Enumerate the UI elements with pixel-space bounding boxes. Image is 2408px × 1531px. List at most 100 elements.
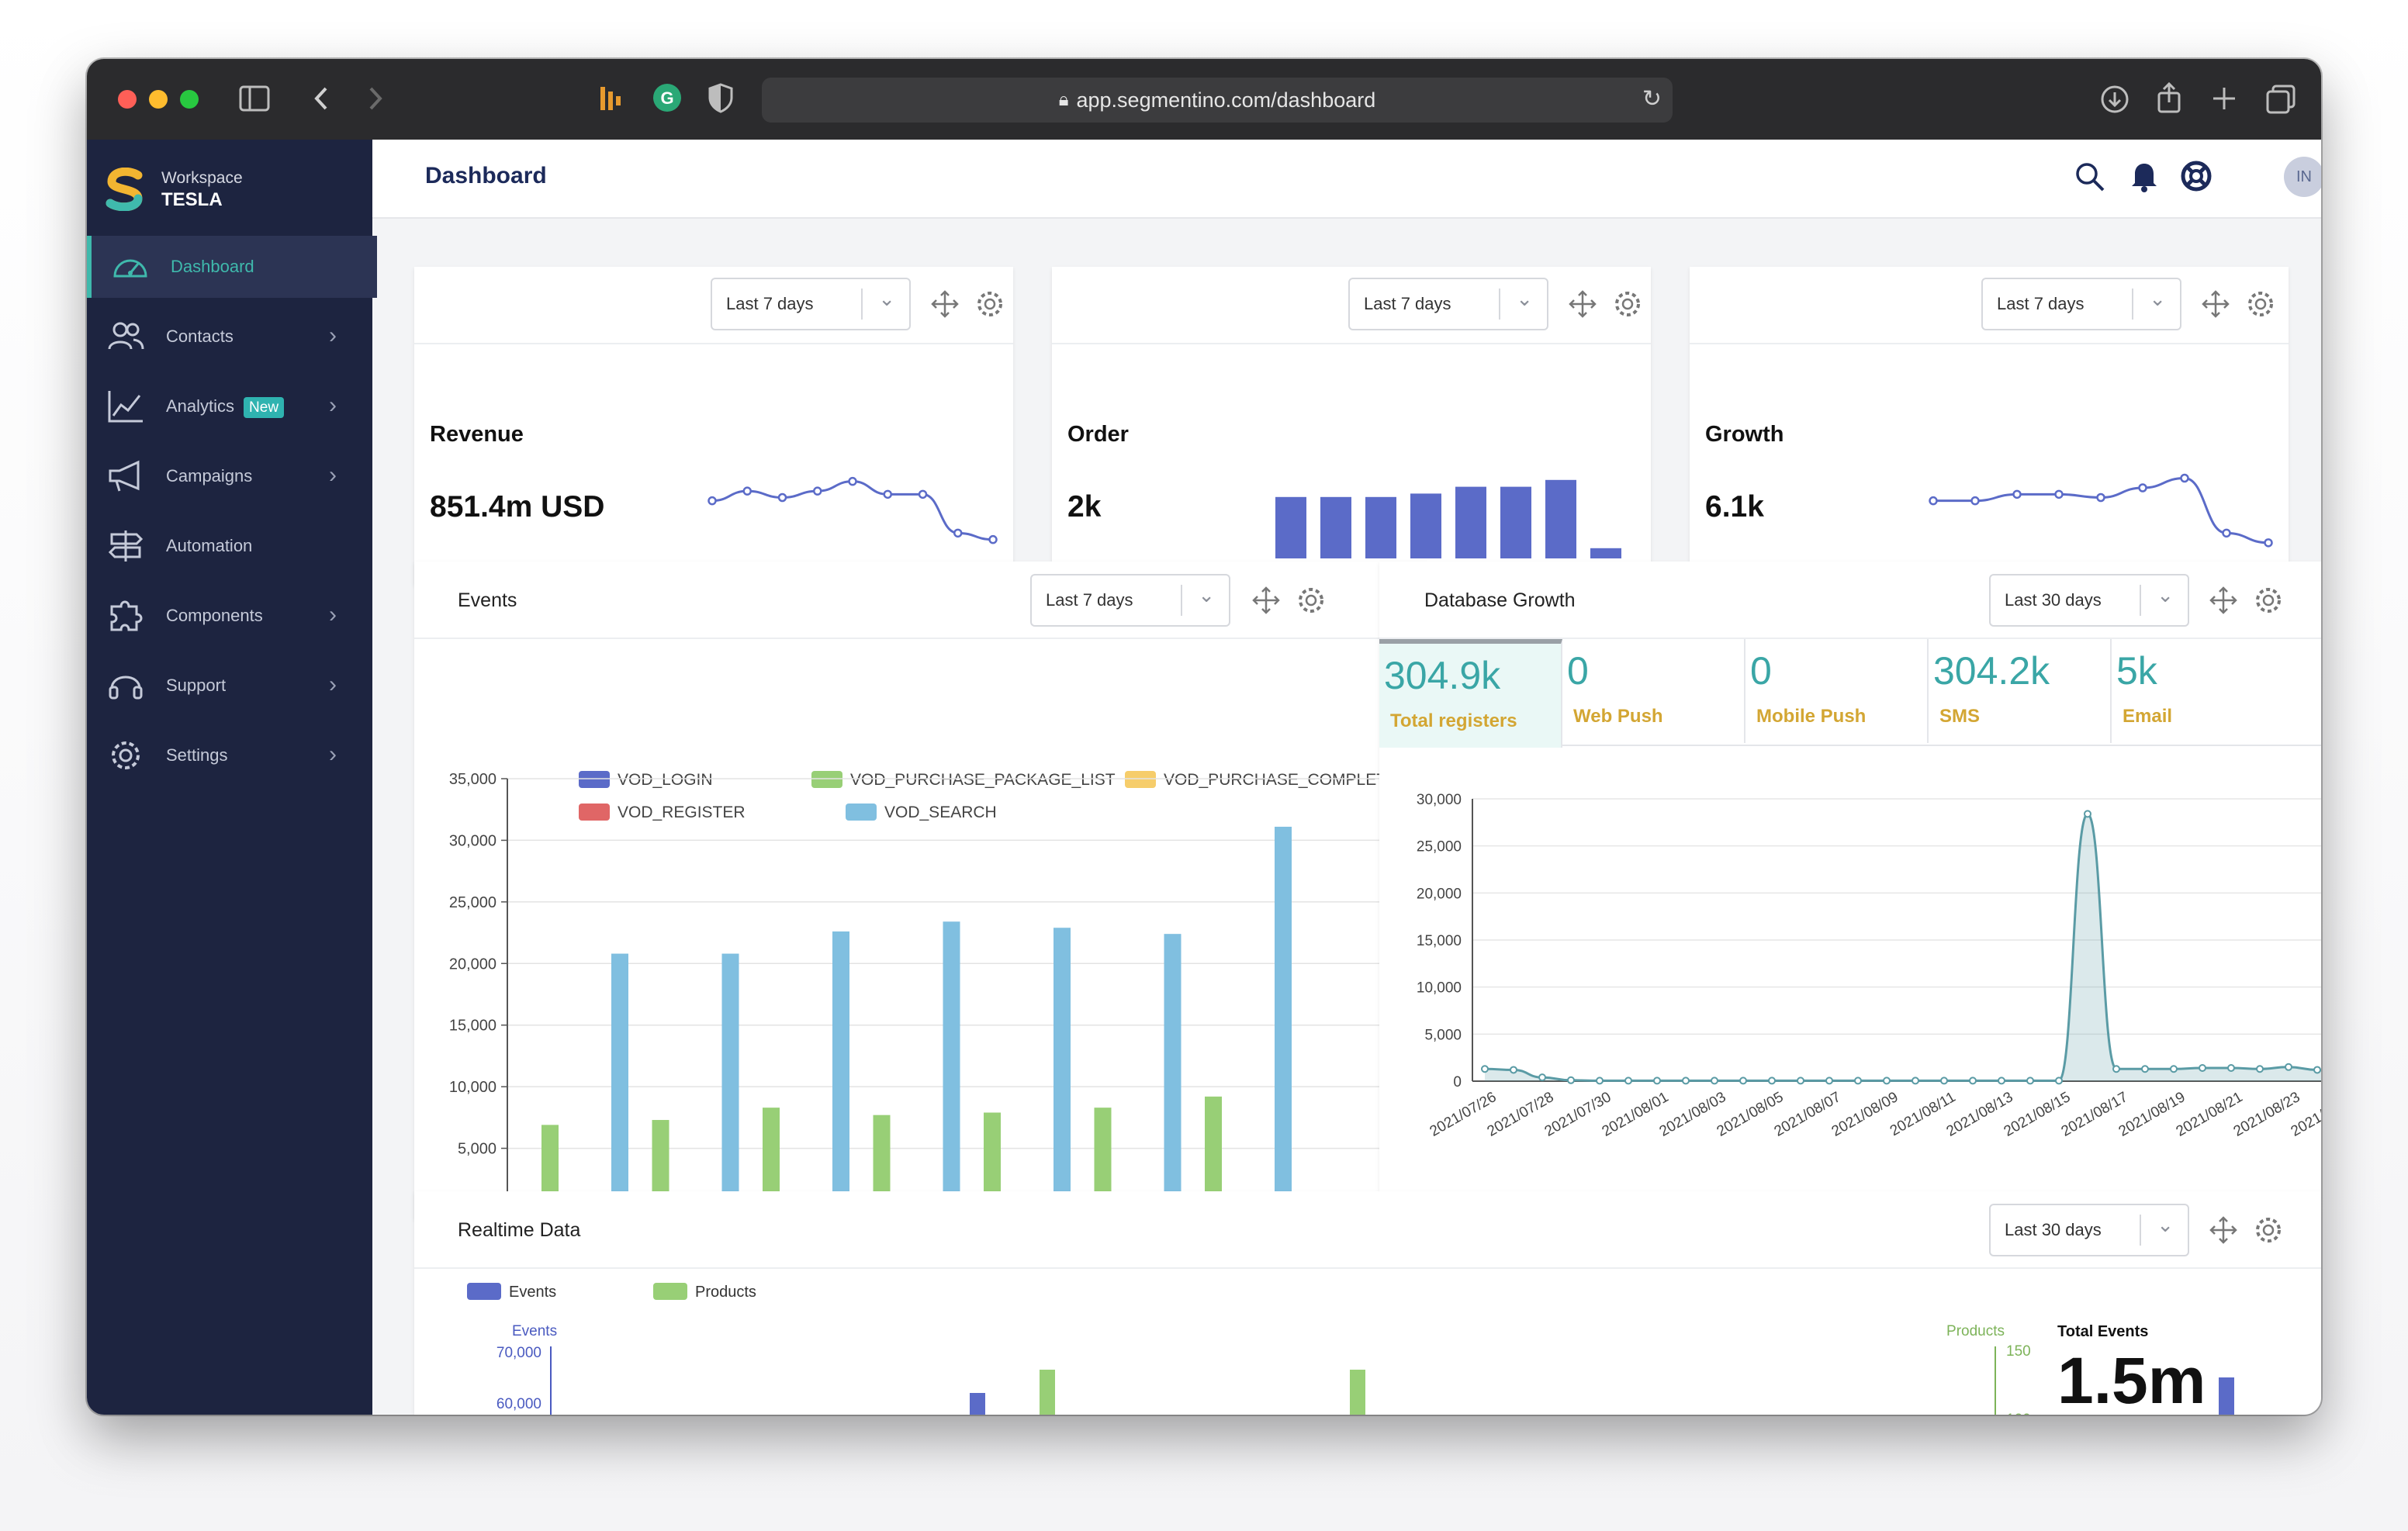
- order-mini-bar-chart: [1275, 479, 1621, 558]
- sidebar-item-dashboard[interactable]: Dashboard: [87, 236, 377, 298]
- stat-web-push[interactable]: 0 Web Push: [1562, 639, 1745, 743]
- back-arrow-icon[interactable]: [312, 85, 330, 112]
- stat-value: 5k: [2116, 649, 2157, 693]
- sidebar-item-campaigns[interactable]: Campaigns ›: [87, 445, 372, 507]
- y-tick-label: 60,000: [496, 1396, 541, 1412]
- event-bar: [763, 1108, 780, 1210]
- reload-icon[interactable]: ↻: [1642, 86, 1662, 112]
- date-range-select[interactable]: Last 30 days ⌄: [1989, 1204, 2189, 1256]
- workspace-name[interactable]: TESLA: [161, 189, 223, 210]
- stat-sms[interactable]: 304.2k SMS: [1929, 639, 2112, 743]
- events-bar-chart: VOD_LOGIN VOD_PURCHASE_PACKAGE_LIST VOD_PU…: [449, 771, 1403, 1213]
- area-point: [1481, 1065, 1489, 1073]
- legend-swatch: [1125, 771, 1156, 788]
- chevron-down-icon: ⌄: [2157, 583, 2174, 607]
- chevron-right-icon: ›: [329, 392, 337, 418]
- date-range-select[interactable]: Last 7 days ⌄: [1348, 278, 1548, 330]
- area-point: [2112, 1065, 2120, 1073]
- date-range-select[interactable]: Last 7 days ⌄: [1981, 278, 2181, 330]
- stat-value: 304.2k: [1933, 649, 2050, 693]
- new-tab-plus-icon[interactable]: [2211, 85, 2237, 112]
- legend-swatch: [811, 771, 842, 788]
- sidebar-toggle-icon[interactable]: [239, 85, 270, 112]
- help-lifebuoy-icon[interactable]: [2180, 160, 2213, 192]
- revenue-card: Last 7 days ⌄ Revenue 851.4m USD: [414, 267, 1013, 585]
- privacy-shield-icon[interactable]: [708, 82, 734, 113]
- browser-window: G 🔒︎ app.segmentino.com/dashboard ↻ Work…: [87, 59, 2321, 1415]
- stat-email[interactable]: 5k Email: [2112, 639, 2293, 743]
- y-tick-label: 0: [1453, 1074, 1462, 1090]
- events-card: Events Last 7 days ⌄ VOD_LOGIN VOD_PURCHAS…: [414, 562, 1427, 1219]
- area-point: [2199, 1064, 2206, 1073]
- move-arrows-icon[interactable]: [929, 289, 960, 320]
- date-range-select[interactable]: Last 7 days ⌄: [711, 278, 911, 330]
- stat-value: 304.9k: [1384, 654, 1501, 697]
- zoom-window-button[interactable]: [180, 90, 199, 109]
- area-point: [1682, 1077, 1690, 1085]
- move-arrows-icon[interactable]: [1567, 289, 1598, 320]
- order-bar: [1500, 486, 1531, 558]
- grammarly-icon[interactable]: G: [652, 82, 683, 113]
- analytics-chart-icon: [108, 391, 143, 423]
- realtime-bar: [1040, 1370, 1055, 1415]
- order-bar: [1365, 496, 1396, 558]
- date-range-select[interactable]: Last 7 days ⌄: [1030, 574, 1230, 627]
- kpi-title: Revenue: [430, 422, 524, 447]
- selected-range: Last 7 days: [1997, 294, 2085, 313]
- move-arrows-icon[interactable]: [1251, 585, 1282, 616]
- close-window-button[interactable]: [118, 90, 137, 109]
- gear-icon[interactable]: [1296, 585, 1327, 616]
- tab-overview-icon[interactable]: [2265, 84, 2296, 115]
- minimize-window-button[interactable]: [149, 90, 168, 109]
- sidebar-item-analytics[interactable]: Analytics New ›: [87, 375, 372, 437]
- realtime-bar: [1350, 1370, 1365, 1415]
- gear-icon[interactable]: [2245, 289, 2276, 320]
- download-icon[interactable]: [2099, 84, 2130, 115]
- event-bar: [1275, 826, 1292, 1210]
- event-bar: [1205, 1096, 1222, 1210]
- stat-mobile-push[interactable]: 0 Mobile Push: [1745, 639, 1929, 743]
- page-title: Dashboard: [425, 163, 547, 188]
- sidebar-item-components[interactable]: Components ›: [87, 585, 372, 647]
- sparkline-point: [2264, 538, 2273, 548]
- avatar[interactable]: IN: [2284, 157, 2321, 197]
- area-point: [2170, 1065, 2178, 1073]
- share-icon[interactable]: [2155, 81, 2183, 115]
- gear-icon[interactable]: [2253, 1215, 2284, 1246]
- gear-icon[interactable]: [2253, 585, 2284, 616]
- legend-swatch: [579, 804, 610, 821]
- y-tick-label: 30,000: [1417, 792, 1462, 808]
- move-arrows-icon[interactable]: [2208, 585, 2239, 616]
- extension-bars-icon[interactable]: [599, 84, 624, 113]
- notification-bell-icon[interactable]: [2129, 160, 2160, 192]
- legend-swatch: [653, 1283, 687, 1300]
- sparkline-point: [1929, 496, 1938, 506]
- area-point: [2055, 1077, 2063, 1085]
- area-point: [1538, 1073, 1546, 1082]
- puzzle-icon: [110, 600, 143, 631]
- sidebar-item-automation[interactable]: Automation: [87, 515, 372, 577]
- sparkline-point: [2138, 483, 2147, 492]
- search-icon[interactable]: [2074, 161, 2105, 192]
- legend-label: VOD_PURCHASE_PACKAGE_LIST: [850, 771, 1116, 789]
- growth-card: Last 7 days ⌄ Growth 6.1k: [1690, 267, 2289, 585]
- move-arrows-icon[interactable]: [2208, 1215, 2239, 1246]
- gear-icon[interactable]: [974, 289, 1005, 320]
- date-range-select[interactable]: Last 30 days ⌄: [1989, 574, 2189, 627]
- gear-icon[interactable]: [1612, 289, 1643, 320]
- move-arrows-icon[interactable]: [2200, 289, 2231, 320]
- sidebar-item-contacts[interactable]: Contacts ›: [87, 306, 372, 368]
- y-tick-label: 35,000: [449, 771, 496, 788]
- sidebar-item-support[interactable]: Support ›: [87, 655, 372, 717]
- sidebar-item-label: Dashboard: [171, 257, 254, 276]
- gear-icon: [112, 741, 140, 769]
- stat-label: Email: [2123, 706, 2173, 727]
- y-tick-label: 10,000: [449, 1079, 496, 1096]
- area-point: [1624, 1077, 1632, 1085]
- area-point: [1940, 1077, 1948, 1085]
- stat-total-registers[interactable]: 304.9k Total registers: [1379, 639, 1562, 748]
- address-bar[interactable]: 🔒︎ app.segmentino.com/dashboard ↻: [762, 78, 1673, 123]
- top-header: Dashboard IN ▼: [372, 140, 2321, 219]
- sidebar-item-settings[interactable]: Settings ›: [87, 724, 372, 786]
- forward-arrow-icon[interactable]: [366, 85, 385, 112]
